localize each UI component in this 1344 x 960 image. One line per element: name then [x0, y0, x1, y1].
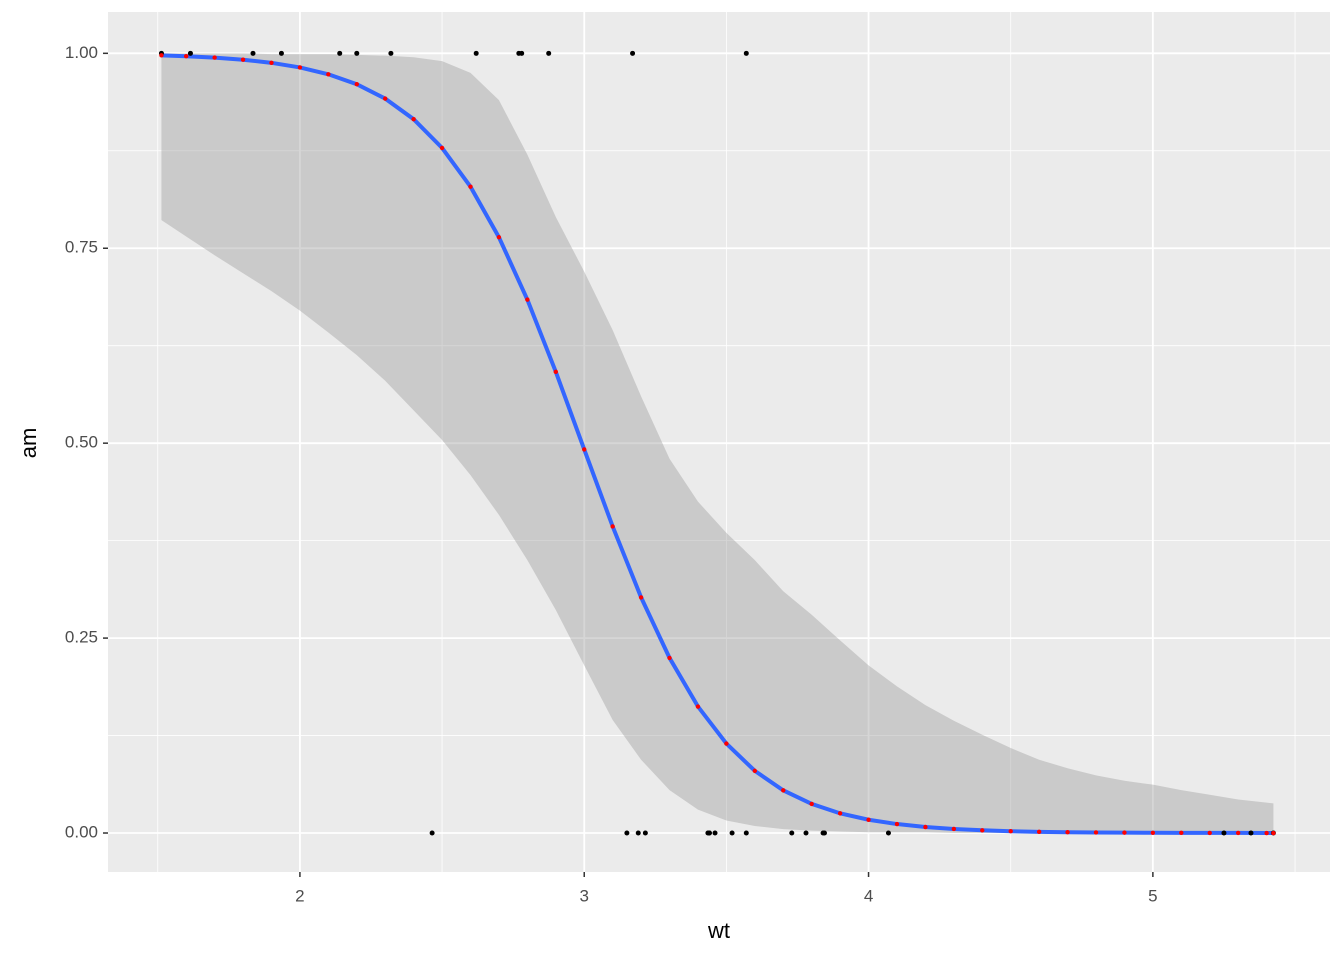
data-point	[250, 50, 256, 56]
fit-point	[468, 184, 473, 189]
y-axis-label: am	[16, 428, 41, 459]
data-point	[519, 50, 525, 56]
fit-point	[923, 824, 928, 830]
fit-point	[1207, 830, 1212, 836]
fit-point	[809, 801, 814, 807]
data-point	[278, 50, 284, 56]
fit-point	[1036, 829, 1042, 835]
data-point	[712, 830, 718, 836]
confidence-band	[161, 53, 1274, 834]
fit-point	[1235, 830, 1241, 836]
data-point	[388, 50, 394, 56]
data-point	[354, 50, 360, 56]
data-point	[337, 50, 343, 56]
x-tick-label: 5	[1148, 886, 1157, 905]
fit-point	[1093, 830, 1099, 835]
data-point	[546, 50, 552, 56]
data-point	[743, 830, 749, 836]
fit-point	[894, 821, 900, 827]
fit-point	[752, 768, 758, 774]
data-point	[743, 50, 749, 56]
fit-point	[638, 595, 644, 600]
data-point	[885, 830, 891, 836]
fit-point	[695, 704, 701, 709]
fit-point	[525, 297, 530, 302]
fit-point	[212, 55, 217, 60]
fit-point	[1008, 829, 1013, 834]
data-point	[624, 830, 630, 836]
fit-point	[496, 235, 502, 240]
data-point	[1221, 830, 1227, 836]
fit-point	[980, 828, 985, 833]
fit-point	[553, 369, 559, 375]
fit-point	[269, 60, 274, 66]
y-tick-label: 0.75	[65, 238, 98, 257]
data-point	[630, 50, 636, 56]
y-tick-label: 0.50	[65, 433, 98, 452]
fit-point	[326, 72, 331, 77]
y-tick-label: 0.25	[65, 628, 98, 647]
data-point	[789, 830, 795, 836]
fit-point	[1122, 830, 1127, 835]
fit-point	[383, 96, 388, 101]
data-point	[473, 50, 479, 56]
fit-point	[1065, 830, 1070, 835]
fit-point	[667, 655, 672, 661]
panel	[108, 12, 1330, 872]
x-tick-label: 2	[295, 886, 304, 905]
fit-point	[240, 57, 246, 62]
fit-point	[439, 145, 445, 151]
y-tick-label: 0.00	[65, 822, 98, 841]
data-point	[635, 830, 641, 836]
fit-point	[582, 447, 587, 452]
data-point	[642, 830, 648, 836]
data-point	[729, 830, 735, 836]
x-tick-label: 4	[864, 886, 873, 905]
fit-point	[297, 65, 303, 70]
fit-point	[1271, 830, 1276, 836]
data-point	[705, 830, 711, 836]
fit-point	[1179, 830, 1184, 836]
fit-point	[411, 117, 416, 122]
fit-point	[1264, 830, 1269, 836]
fit-point	[183, 54, 189, 59]
data-point	[429, 830, 435, 836]
fit-point	[951, 826, 957, 832]
x-tick-label: 3	[579, 886, 588, 905]
fit-point	[781, 788, 786, 793]
data-point	[803, 830, 809, 836]
data-point	[821, 830, 827, 836]
x-axis-label: wt	[707, 918, 730, 943]
fit-point	[159, 53, 164, 58]
y-tick-label: 1.00	[65, 43, 98, 62]
data-point	[1248, 830, 1254, 836]
fit-point	[610, 524, 615, 529]
fit-point	[724, 741, 729, 746]
fit-point	[1150, 830, 1156, 835]
fit-point	[866, 817, 871, 822]
data-point	[187, 50, 193, 56]
fit-point	[354, 81, 359, 87]
fit-point	[837, 811, 843, 816]
